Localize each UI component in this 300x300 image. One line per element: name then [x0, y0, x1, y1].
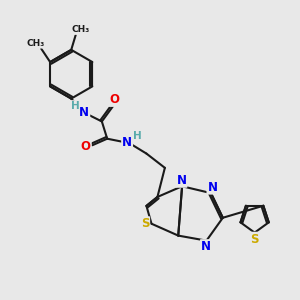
Text: N: N — [201, 240, 211, 253]
Text: H: H — [71, 101, 80, 111]
Text: S: S — [250, 233, 259, 246]
Text: O: O — [81, 140, 91, 153]
Text: N: N — [79, 106, 89, 119]
Text: N: N — [122, 136, 132, 149]
Text: CH₃: CH₃ — [27, 39, 45, 48]
Text: N: N — [176, 174, 187, 187]
Text: S: S — [141, 217, 149, 230]
Text: O: O — [109, 93, 119, 106]
Text: H: H — [133, 131, 141, 141]
Text: CH₃: CH₃ — [72, 25, 90, 34]
Text: N: N — [207, 181, 218, 194]
